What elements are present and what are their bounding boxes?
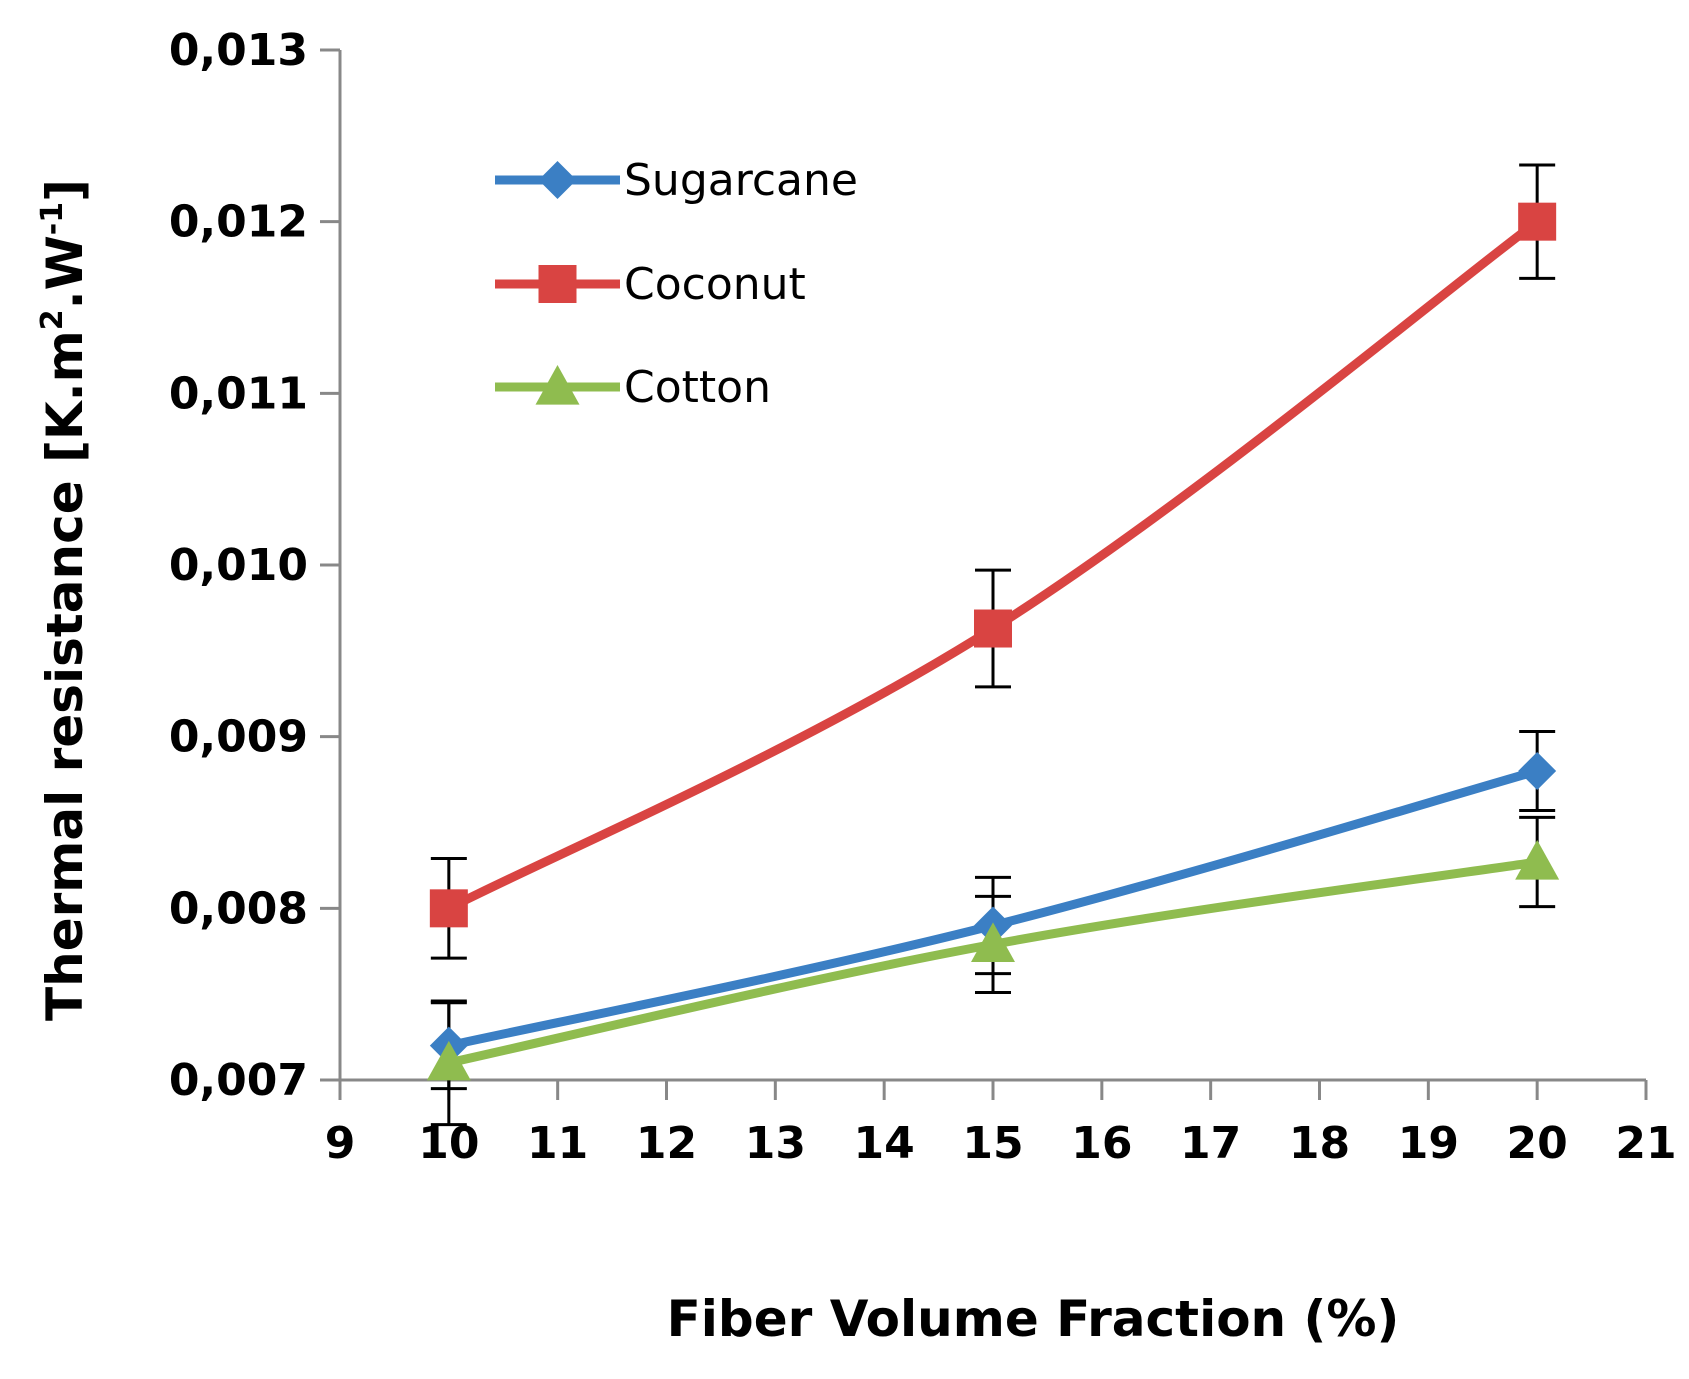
x-tick-label: 9 [325,1118,356,1169]
data-point-coconut [429,889,468,928]
x-tick-label: 13 [745,1118,806,1169]
x-axis-title: Fiber Volume Fraction (%) [667,1290,1400,1348]
data-point-coconut [1518,202,1557,241]
x-tick-label: 14 [854,1118,915,1169]
legend-label-coconut: Coconut [624,259,806,310]
y-axis-ticks: 0,007 0,008 0,009 0,010 0,011 0,012 0,013 [169,25,340,1106]
x-tick-label: 18 [1289,1118,1350,1169]
data-point-coconut [974,609,1012,648]
y-tick-label: 0,007 [169,1055,308,1106]
x-tick-label: 10 [418,1118,479,1169]
data-point-sugarcane [1518,752,1557,790]
y-tick-label: 0,013 [169,25,308,76]
y-axis-title: Thermal resistance [K.m2.W-1] [35,179,94,1021]
x-tick-label: 12 [636,1118,697,1169]
y-axis-title-end: ] [36,179,94,202]
series-markers [426,202,1560,1081]
y-axis-title-sup2: -1 [35,202,70,235]
y-tick-label: 0,011 [169,368,308,419]
legend: Sugarcane Coconut Cotton [495,155,858,413]
x-tick-label: 20 [1507,1118,1568,1169]
legend-label-sugarcane: Sugarcane [624,155,858,206]
y-tick-label: 0,008 [169,883,308,934]
y-tick-label: 0,010 [169,540,308,591]
data-point-cotton [426,1040,471,1081]
y-axis-title-sup1: 2 [35,309,70,330]
x-tick-label: 11 [527,1118,588,1169]
legend-marker-sugarcane [538,161,577,199]
x-tick-label: 16 [1071,1118,1132,1169]
legend-marker-coconut [538,265,577,303]
x-axis-ticks: 9 10 11 12 13 14 15 16 17 18 19 20 21 [325,1080,1677,1169]
data-point-cotton [971,922,1015,962]
legend-label-cotton: Cotton [624,362,771,413]
y-tick-label: 0,009 [169,712,308,763]
x-tick-label: 15 [962,1118,1023,1169]
y-axis-title-mid: .W [36,235,94,309]
x-tick-label: 21 [1615,1118,1676,1169]
legend-marker-cotton [535,365,580,405]
series-line-coconut [446,218,1540,913]
x-tick-label: 19 [1398,1118,1459,1169]
x-tick-label: 17 [1180,1118,1241,1169]
data-point-cotton [1515,839,1560,880]
y-tick-label: 0,012 [169,197,308,248]
y-axis-title-main: Thermal resistance [K.m [36,330,94,1021]
